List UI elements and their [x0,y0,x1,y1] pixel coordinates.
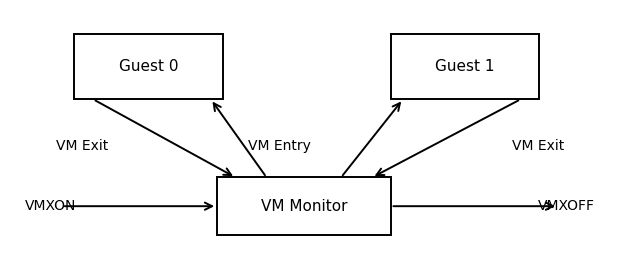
Text: VMXOFF: VMXOFF [538,199,595,213]
FancyBboxPatch shape [391,34,539,99]
Text: Guest 0: Guest 0 [119,59,179,74]
FancyBboxPatch shape [74,34,223,99]
Text: VM Entry: VM Entry [248,139,311,153]
Text: VM Exit: VM Exit [512,139,564,153]
Text: VM Monitor: VM Monitor [260,199,347,214]
Text: VM Exit: VM Exit [56,139,108,153]
Text: Guest 1: Guest 1 [435,59,495,74]
FancyBboxPatch shape [217,177,391,235]
Text: VMXON: VMXON [25,199,76,213]
